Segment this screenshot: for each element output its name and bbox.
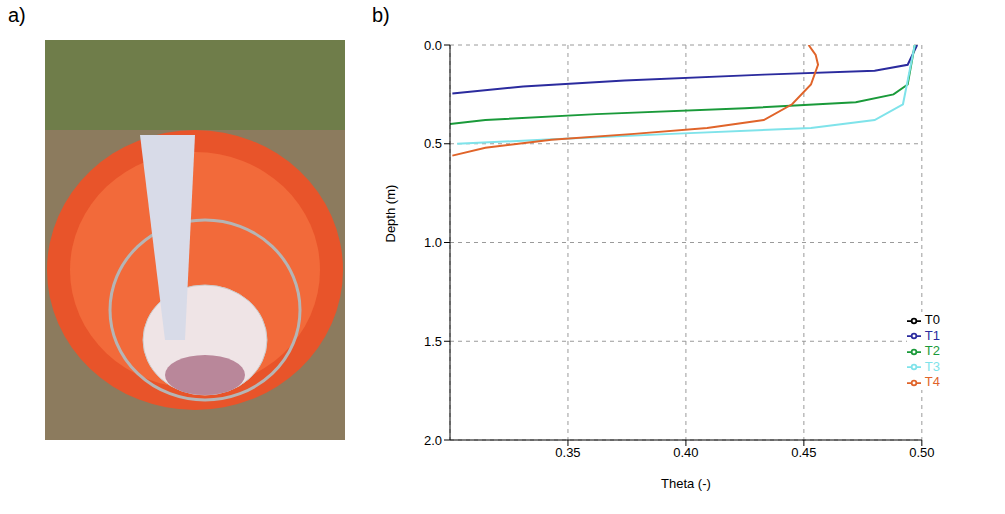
- svg-text:2.0: 2.0: [424, 433, 442, 448]
- svg-text:Depth (m): Depth (m): [383, 185, 398, 243]
- svg-text:0.35: 0.35: [555, 445, 580, 460]
- html-text:a): a): [8, 4, 26, 26]
- html-text:T2: T2: [924, 343, 940, 359]
- html-text:T4: T4: [924, 374, 940, 390]
- svg-text:Theta (-): Theta (-): [661, 476, 711, 491]
- svg-text:1.0: 1.0: [424, 235, 442, 250]
- svg-text:0.0: 0.0: [424, 38, 442, 53]
- html-text:T0: T0: [924, 312, 940, 328]
- svg-text:0.50: 0.50: [909, 445, 934, 460]
- svg-text:0.5: 0.5: [424, 136, 442, 151]
- html-text:T3: T3: [924, 358, 940, 374]
- svg-text:1.5: 1.5: [424, 334, 442, 349]
- html-text:T1: T1: [924, 327, 940, 343]
- html-text:b): b): [372, 4, 390, 26]
- svg-text:0.45: 0.45: [791, 445, 816, 460]
- svg-text:0.40: 0.40: [673, 445, 698, 460]
